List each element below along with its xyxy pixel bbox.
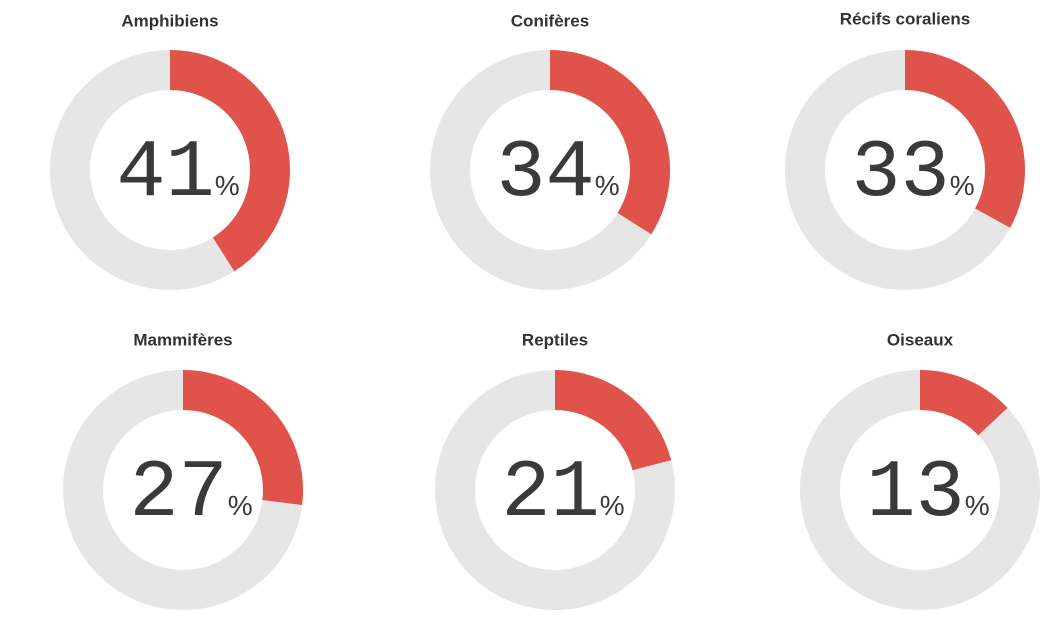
- value-unit: %: [965, 490, 990, 521]
- value-number: 41: [116, 127, 214, 220]
- chart-title: Reptiles: [522, 330, 588, 349]
- value-unit: %: [600, 490, 625, 521]
- value-number: 21: [501, 447, 599, 540]
- value-number: 33: [851, 127, 949, 220]
- donut-chart: Récifs coraliens 33%: [805, 9, 1025, 270]
- donut-chart: Amphibiens 41%: [70, 11, 290, 271]
- infographic: Amphibiens41%Conifères34%Récifs coralien…: [0, 0, 1059, 619]
- chart-title: Conifères: [511, 11, 589, 30]
- value-number: 27: [129, 447, 227, 540]
- chart-title: Amphibiens: [121, 11, 218, 30]
- donut-chart: Mammifères 27%: [83, 330, 303, 590]
- value-unit: %: [228, 490, 253, 521]
- value-unit: %: [950, 170, 975, 201]
- value-label: 41%: [116, 127, 239, 220]
- value-label: 13%: [866, 447, 989, 540]
- donut-chart: Reptiles 21%: [455, 330, 671, 590]
- value-unit: %: [595, 170, 620, 201]
- chart-title: Oiseaux: [887, 330, 954, 349]
- donut-chart: Oiseaux 13%: [820, 330, 1020, 590]
- chart-title: Récifs coraliens: [840, 9, 970, 28]
- value-unit: %: [215, 170, 240, 201]
- value-label: 33%: [851, 127, 974, 220]
- value-label: 34%: [496, 127, 619, 220]
- value-number: 34: [496, 127, 594, 220]
- donut-chart: Conifères 34%: [450, 11, 670, 270]
- value-label: 27%: [129, 447, 252, 540]
- value-label: 21%: [501, 447, 624, 540]
- chart-title: Mammifères: [133, 330, 232, 349]
- value-number: 13: [866, 447, 964, 540]
